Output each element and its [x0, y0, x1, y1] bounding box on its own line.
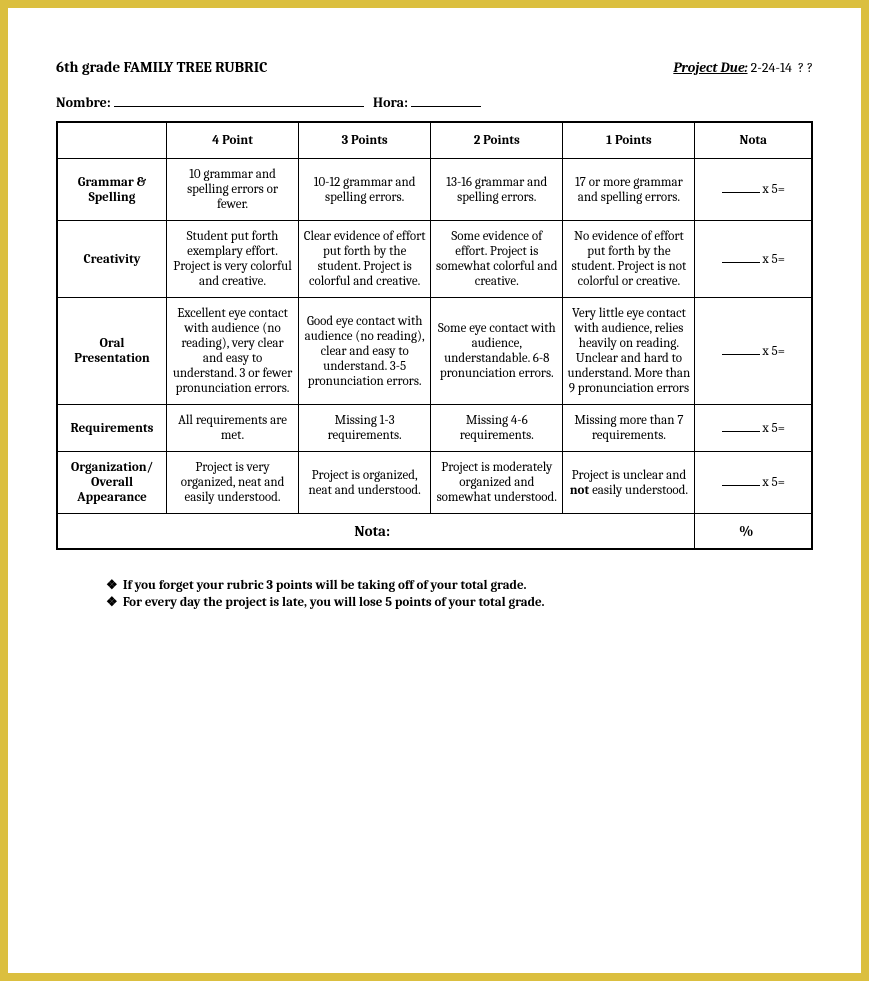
name-blank[interactable] [114, 95, 364, 107]
cell-nota[interactable]: x 5= [695, 298, 812, 405]
cell-2pt: Missing 4-6 requirements. [431, 405, 563, 452]
cell-2pt: Some evidence of effort. Project is some… [431, 221, 563, 298]
total-label: Nota: [57, 514, 695, 550]
total-value: % [695, 514, 812, 550]
row-label: Oral Presentation [57, 298, 166, 405]
cell-nota[interactable]: x 5= [695, 452, 812, 514]
document-frame: 6th grade FAMILY TREE RUBRIC Project Due… [0, 0, 869, 981]
due-wrap: Project Due: 2-24-14 ? ? [673, 59, 813, 76]
cell-1pt: 17 or more grammar and spelling errors. [563, 159, 695, 221]
cell-3pt: Clear evidence of effort put forth by th… [299, 221, 431, 298]
cell-1pt: Project is unclear and not easily unders… [563, 452, 695, 514]
cell-1pt: Missing more than 7 requirements. [563, 405, 695, 452]
table-row: Organization/ Overall Appearance Project… [57, 452, 812, 514]
cell-nota[interactable]: x 5= [695, 221, 812, 298]
cell-1pt: Very little eye contact with audience, r… [563, 298, 695, 405]
row-label: Grammar & Spelling [57, 159, 166, 221]
due-date: 2-24-14 [751, 59, 792, 76]
name-label: Nombre: [56, 94, 111, 111]
total-row: Nota: % [57, 514, 812, 550]
cell-3pt: Missing 1-3 requirements. [299, 405, 431, 452]
diamond-icon: ❖ [106, 595, 120, 610]
hour-blank[interactable] [411, 95, 481, 107]
name-row: Nombre: Hora: [56, 94, 813, 111]
cell-3pt: Project is organized, neat and understoo… [299, 452, 431, 514]
cell-3pt: 10-12 grammar and spelling errors. [299, 159, 431, 221]
col-blank [57, 122, 166, 159]
due-label: Project Due: [673, 59, 747, 76]
notes-section: ❖ If you forget your rubric 3 points wil… [56, 578, 813, 610]
note-item: ❖ If you forget your rubric 3 points wil… [106, 578, 813, 593]
row-label: Creativity [57, 221, 166, 298]
header-row: 6th grade FAMILY TREE RUBRIC Project Due… [56, 58, 813, 76]
cell-2pt: Project is moderately organized and some… [431, 452, 563, 514]
note-text: For every day the project is late, you w… [123, 595, 545, 610]
col-4pt: 4 Point [166, 122, 298, 159]
note-text: If you forget your rubric 3 points will … [123, 578, 527, 593]
cell-3pt: Good eye contact with audience (no readi… [299, 298, 431, 405]
table-row: Grammar & Spelling 10 grammar and spelli… [57, 159, 812, 221]
cell-4pt: 10 grammar and spelling errors or fewer. [166, 159, 298, 221]
diamond-icon: ❖ [106, 578, 120, 593]
note-item: ❖ For every day the project is late, you… [106, 595, 813, 610]
cell-4pt: All requirements are met. [166, 405, 298, 452]
cell-4pt: Student put forth exemplary effort. Proj… [166, 221, 298, 298]
page: 6th grade FAMILY TREE RUBRIC Project Due… [8, 8, 861, 642]
cell-2pt: Some eye contact with audience, understa… [431, 298, 563, 405]
page-title: 6th grade FAMILY TREE RUBRIC [56, 58, 267, 76]
cell-nota[interactable]: x 5= [695, 405, 812, 452]
cell-2pt: 13-16 grammar and spelling errors. [431, 159, 563, 221]
cell-4pt: Project is very organized, neat and easi… [166, 452, 298, 514]
header-row: 4 Point 3 Points 2 Points 1 Points Nota [57, 122, 812, 159]
cell-nota[interactable]: x 5= [695, 159, 812, 221]
col-1pt: 1 Points [563, 122, 695, 159]
table-row: Oral Presentation Excellent eye contact … [57, 298, 812, 405]
due-suffix: ? ? [798, 59, 813, 76]
cell-1pt: No evidence of effort put forth by the s… [563, 221, 695, 298]
hour-label: Hora: [373, 94, 408, 111]
row-label: Requirements [57, 405, 166, 452]
cell-4pt: Excellent eye contact with audience (no … [166, 298, 298, 405]
table-row: Creativity Student put forth exemplary e… [57, 221, 812, 298]
rubric-table: 4 Point 3 Points 2 Points 1 Points Nota … [56, 121, 813, 550]
table-row: Requirements All requirements are met. M… [57, 405, 812, 452]
row-label: Organization/ Overall Appearance [57, 452, 166, 514]
col-2pt: 2 Points [431, 122, 563, 159]
col-3pt: 3 Points [299, 122, 431, 159]
col-nota: Nota [695, 122, 812, 159]
